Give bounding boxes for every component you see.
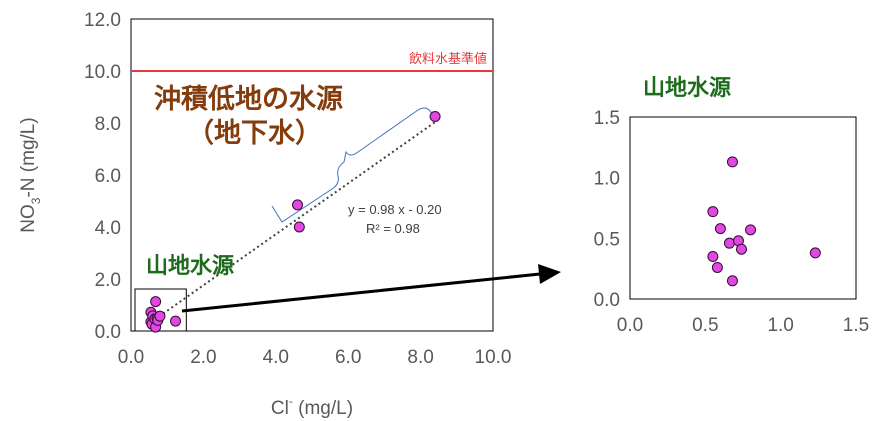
- inset-title: 山地水源: [643, 76, 731, 101]
- inset-data-point: [707, 206, 719, 218]
- main-y-tick-label: 2.0: [95, 270, 121, 291]
- inset-data-point: [809, 247, 821, 259]
- inset-data-point: [745, 224, 757, 236]
- inset-x-tick-label: 1.0: [767, 315, 793, 336]
- main-data-point: [292, 199, 304, 211]
- mountain-source-label: 山地水源: [146, 254, 234, 279]
- inset-x-tick-label: 0.0: [617, 315, 643, 336]
- y-axis-title-main: NO: [18, 204, 39, 233]
- inset-data-point: [726, 156, 738, 168]
- inset-x-tick-label: 1.5: [843, 315, 869, 336]
- main-x-tick-label: 2.0: [190, 347, 216, 368]
- x-axis-title-main: Cl: [271, 398, 289, 419]
- main-data-point: [293, 221, 305, 233]
- inset-data-point: [714, 223, 726, 235]
- inset-data-point: [735, 243, 747, 255]
- groundwater-brace: [271, 107, 434, 223]
- inset-y-tick-label: 1.0: [594, 169, 620, 190]
- main-y-tick-label: 6.0: [95, 166, 121, 187]
- inset-data-point: [723, 237, 735, 249]
- inset-data-points: [707, 156, 821, 287]
- x-axis-title-unit: (mg/L): [293, 398, 353, 419]
- groundwater-label-line2: （地下水）: [187, 118, 322, 149]
- main-x-tick-label: 4.0: [263, 347, 289, 368]
- main-y-ticks: 0.0 2.0 4.0 6.0 8.0 10.0 12.0: [84, 10, 121, 343]
- main-data-point: [170, 315, 182, 327]
- inset-data-point: [726, 275, 738, 287]
- main-x-ticks: 0.0 2.0 4.0 6.0 8.0 10.0: [118, 347, 512, 368]
- main-x-tick-label: 8.0: [407, 347, 433, 368]
- inset-x-tick-label: 0.5: [692, 315, 718, 336]
- inset-y-tick-label: 0.5: [594, 229, 620, 250]
- main-y-tick-label: 8.0: [95, 114, 121, 135]
- main-data-point: [154, 310, 166, 322]
- inset-y-tick-label: 1.5: [594, 108, 620, 129]
- inset-chart: 山地水源 0.0 0.5 1.0 1.5 0.0 0.5 1.0 1.5: [594, 76, 870, 336]
- inset-y-ticks: 0.0 0.5 1.0 1.5: [594, 108, 620, 311]
- main-data-point: [150, 296, 162, 308]
- drinking-water-standard-label: 飲料水基準値: [409, 51, 487, 67]
- main-x-tick-label: 10.0: [475, 347, 512, 368]
- main-y-tick-label: 4.0: [95, 218, 121, 239]
- inset-data-point: [707, 251, 719, 263]
- y-axis-title: NO3-N (mg/L): [18, 117, 43, 232]
- main-x-tick-label: 6.0: [335, 347, 361, 368]
- regression-r2: R² = 0.98: [366, 221, 420, 236]
- x-axis-title-sup: -: [289, 394, 293, 408]
- inset-data-point: [711, 261, 723, 273]
- regression-equation: y = 0.98 x - 0.20: [348, 202, 442, 217]
- inset-x-ticks: 0.0 0.5 1.0 1.5: [617, 315, 869, 336]
- main-data-points: [145, 111, 441, 333]
- main-y-tick-label: 0.0: [95, 322, 121, 343]
- main-x-tick-label: 0.0: [118, 347, 144, 368]
- groundwater-label-line1: 沖積低地の水源: [154, 84, 343, 115]
- x-axis-title: Cl- (mg/L): [271, 394, 353, 419]
- main-plot-frame: [130, 18, 494, 332]
- zoom-arrow: [181, 264, 561, 313]
- main-data-point: [429, 111, 441, 122]
- inset-y-tick-label: 0.0: [594, 290, 620, 311]
- main-y-tick-label: 12.0: [84, 10, 121, 31]
- y-axis-title-unit: -N (mg/L): [18, 117, 39, 197]
- main-chart: 0.0 2.0 4.0 6.0 8.0 10.0 12.0 0.0 2.0 4.0 6.0 8.0 1…: [18, 10, 511, 419]
- main-y-tick-label: 10.0: [84, 62, 121, 83]
- y-axis-title-sub: 3: [29, 197, 43, 204]
- inset-plot-frame: [629, 116, 857, 300]
